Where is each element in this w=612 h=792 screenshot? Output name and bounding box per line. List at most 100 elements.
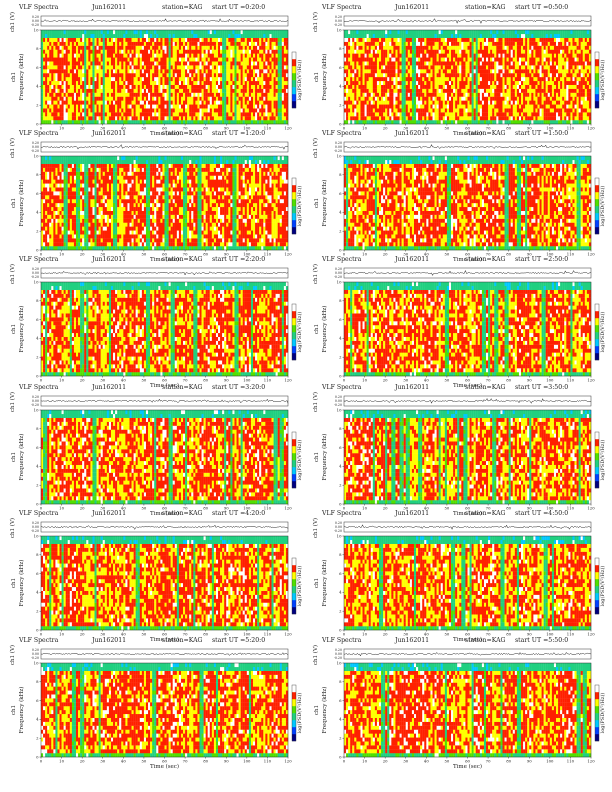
spectrogram-cell [376, 84, 380, 89]
spectrogram-cell [168, 30, 171, 35]
spectrogram-cell [436, 65, 439, 70]
spectrogram-cell [61, 80, 64, 85]
spectrogram-cell [49, 41, 52, 46]
spectrogram-cell [174, 30, 177, 35]
spectrogram-cell [65, 96, 68, 101]
spectrogram-cell [55, 96, 58, 101]
spectrogram-cell [492, 33, 495, 38]
spectrogram-cell [350, 37, 353, 42]
spectrogram-cell [90, 45, 93, 50]
spectrogram-cell [222, 96, 225, 101]
spectrogram-cell [514, 57, 518, 62]
spectrogram-cell [152, 112, 155, 117]
spectrogram-cell [59, 108, 62, 113]
spectrogram-cell [512, 116, 515, 121]
spectrogram-cell [457, 88, 460, 93]
spectrogram-cell [277, 80, 280, 85]
spectrogram-cell [391, 88, 394, 93]
spectrogram-cell [465, 92, 468, 97]
spectrogram-cell [281, 65, 285, 70]
spectrogram-cell [172, 45, 175, 50]
spectrogram-cell [504, 65, 507, 70]
spectrogram-cell [273, 37, 276, 42]
spectrogram-cell [224, 30, 227, 35]
spectrogram-cell [180, 88, 184, 93]
spectrogram-cell [218, 37, 221, 42]
spectrogram-cell [285, 92, 289, 97]
spectrogram-cell [43, 88, 46, 93]
spectrogram-cell [344, 100, 347, 105]
spectrogram-cell [234, 49, 237, 54]
spectrogram-cell [416, 37, 419, 42]
spectrogram-cell [389, 53, 392, 58]
spectrogram-cell [418, 96, 421, 101]
spectrogram-cell [215, 57, 219, 62]
spectrogram-cell [399, 92, 402, 97]
spectrogram-cell [494, 104, 497, 109]
spectrogram-cell [129, 104, 132, 109]
spectrogram-cell [176, 33, 180, 38]
spectrogram-cell [73, 88, 77, 93]
spectrogram-cell [399, 45, 402, 50]
spectrogram-cell [228, 108, 231, 113]
spectrogram-cell [176, 30, 180, 35]
spectrogram-cell [486, 30, 489, 35]
spectrogram-cell [47, 116, 50, 121]
spectrogram-cell [141, 73, 145, 78]
spectrogram-cell [453, 33, 456, 38]
spectrogram-cell [459, 116, 462, 121]
spectrogram-cell [506, 80, 509, 85]
spectrogram-cell [43, 112, 46, 117]
spectrogram-cell [430, 112, 433, 117]
spectrogram-cell [240, 45, 243, 50]
spectrogram-cell [84, 104, 87, 109]
spectrogram-cell [436, 41, 439, 46]
spectrogram-cell [354, 61, 357, 66]
spectrogram-cell [199, 73, 202, 78]
spectrogram-cell [461, 65, 464, 70]
spectrogram-cell [498, 33, 501, 38]
spectrogram-cell [47, 92, 50, 97]
spectrogram-cell [143, 41, 147, 46]
spectrogram-cell [383, 33, 386, 38]
spectrogram-cell [267, 73, 270, 78]
spectrogram-cell [430, 120, 433, 125]
spectrogram-cell [477, 41, 480, 46]
spectrogram-cell [395, 100, 398, 105]
spectrogram-cell [366, 61, 369, 66]
spectrogram-cell [381, 61, 384, 66]
spectrogram-cell [158, 84, 161, 89]
spectrogram-cell [211, 100, 215, 105]
spectrogram-cell [350, 33, 353, 38]
spectrogram-cell [49, 112, 52, 117]
spectrogram-cell [477, 116, 480, 121]
spectrogram-cell [399, 65, 402, 70]
spectrogram-cell [467, 84, 470, 89]
spectrogram-cell [166, 120, 169, 125]
spectrogram-cell [285, 108, 289, 113]
spectrogram-cell [385, 65, 388, 70]
spectrogram-cell [399, 96, 402, 101]
spectrogram-cell [461, 88, 464, 93]
spectrogram-cell [143, 73, 147, 78]
spectrogram-cell [94, 116, 97, 121]
spectrogram-cell [368, 33, 371, 38]
spectrogram-cell [139, 104, 143, 109]
spectrogram-cell [209, 49, 212, 54]
spectrogram-cell [405, 92, 408, 97]
spectrogram-cell [255, 104, 258, 109]
spectrogram-cell [265, 33, 268, 38]
spectrogram-cell [191, 108, 194, 113]
spectrogram-cell [82, 45, 85, 50]
spectrogram-cell [193, 65, 196, 70]
spectrogram-cell [230, 116, 233, 121]
spectrogram-cell [43, 65, 46, 70]
spectrogram-cell [281, 41, 285, 46]
spectrogram-cell [368, 65, 371, 70]
spectrogram-cell [71, 49, 75, 54]
x-tick-label: 60 [162, 126, 167, 131]
spectrogram-cell [119, 88, 122, 93]
panel-start-ut: start UT =0:20:0 [212, 4, 265, 11]
spectrogram-cell [47, 30, 50, 35]
spectrogram-cell [483, 88, 487, 93]
